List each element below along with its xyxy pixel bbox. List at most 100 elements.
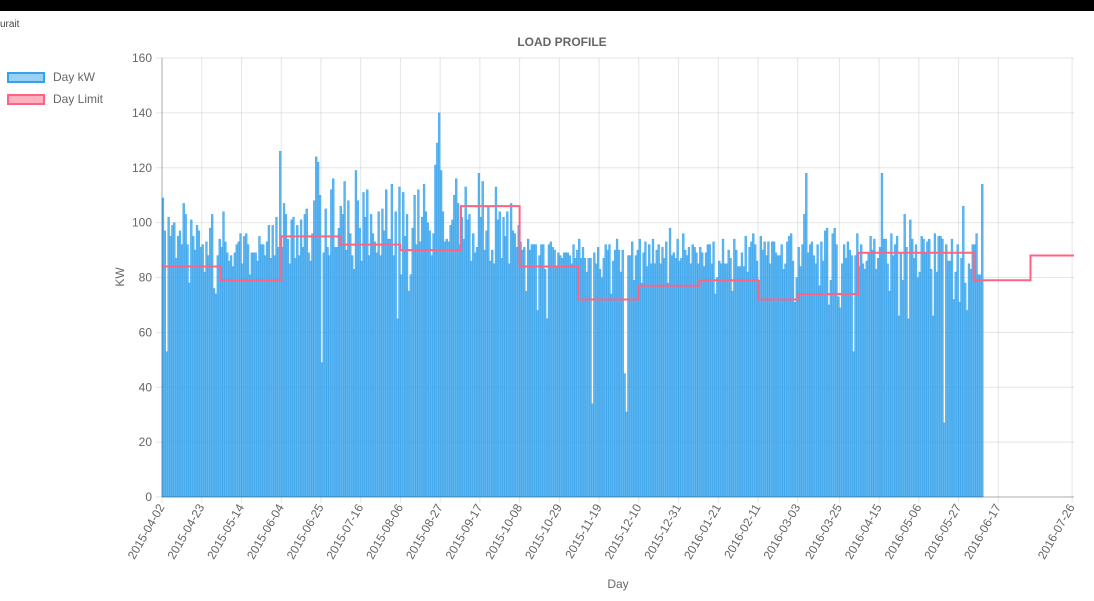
bar-day-kw (407, 291, 411, 498)
bar-day-kw (371, 233, 375, 498)
bar-day-kw (515, 247, 518, 498)
x-tick-label: 2015-12-31 (641, 501, 684, 561)
bar-day-kw (670, 255, 674, 498)
bar-day-kw (593, 252, 596, 498)
bar-day-kw (776, 255, 780, 498)
bar-day-kw (684, 249, 687, 498)
bar-day-kw (967, 263, 971, 498)
bar-day-kw (583, 258, 587, 498)
bar-day-kw (651, 238, 655, 498)
bar-day-kw (979, 274, 982, 498)
bar-day-kw (279, 151, 282, 498)
bar-day-kw (494, 186, 498, 498)
bar-day-kw (682, 233, 685, 498)
bar-day-kw (810, 241, 814, 498)
bar-day-kw (721, 238, 725, 498)
bar-day-kw (260, 244, 263, 498)
x-tick-label: 2016-02-11 (721, 501, 764, 561)
bar-day-kw (568, 255, 571, 498)
bar-day-kw (718, 260, 721, 498)
bar-day-kw (561, 258, 564, 498)
bar-day-kw (246, 244, 250, 498)
bar-day-kw (299, 219, 303, 498)
bar-day-kw (772, 241, 776, 498)
x-tick-label: 2016-03-03 (761, 501, 804, 561)
bar-day-kw (665, 241, 668, 498)
bar-day-kw (947, 260, 950, 498)
bar-day-kw (642, 252, 645, 498)
bar-day-kw (644, 241, 647, 498)
bar-day-kw (719, 263, 723, 498)
x-tick-label: 2016-05-27 (921, 501, 964, 561)
bar-day-kw (935, 271, 938, 498)
bar-day-kw (441, 211, 445, 498)
bar-day-kw (608, 244, 611, 498)
bar-day-kw (706, 244, 710, 498)
bar-day-kw (969, 269, 973, 498)
bar-day-kw (519, 241, 522, 498)
bar-day-kw (472, 233, 475, 498)
legend-item-day-kw[interactable]: Day kW (7, 66, 103, 88)
bar-day-kw (377, 211, 380, 498)
bar-day-kw (591, 403, 594, 498)
bar-day-kw (532, 244, 535, 498)
bar-day-kw (509, 203, 513, 498)
bar-day-kw (727, 249, 730, 498)
bar-day-kw (296, 225, 299, 498)
bar-day-kw (803, 214, 806, 498)
bar-day-kw (858, 266, 861, 498)
bar-day-kw (740, 252, 744, 498)
x-tick-label: 2016-06-17 (961, 501, 1004, 561)
bar-day-kw (818, 285, 821, 498)
bar-day-kw (544, 269, 547, 498)
bar-day-kw (559, 255, 562, 498)
x-tick-label: 2016-01-21 (681, 501, 724, 561)
bar-day-kw (907, 318, 910, 498)
bar-day-kw (430, 255, 433, 498)
bar-day-kw (316, 162, 320, 498)
bar-day-kw (950, 238, 954, 498)
bar-day-kw (180, 244, 184, 498)
x-tick-label: 2016-05-06 (882, 501, 925, 561)
bar-day-kw (542, 244, 545, 498)
bar-day-kw (697, 263, 700, 498)
bar-day-kw (489, 260, 492, 498)
bar-day-kw (417, 189, 420, 498)
bar-day-kw (895, 236, 899, 498)
bar-day-kw (943, 422, 946, 498)
bar-day-kw (564, 252, 568, 498)
bar-day-kw (451, 219, 454, 498)
bar-day-kw (916, 277, 920, 498)
bar-day-kw (167, 216, 170, 498)
bar-day-kw (778, 255, 781, 498)
bar-day-kw (226, 252, 229, 498)
bar-day-kw (585, 271, 588, 498)
bar-day-kw (373, 241, 377, 498)
bar-day-kw (210, 214, 214, 498)
bar-layer (161, 112, 984, 498)
bar-day-kw (426, 222, 429, 498)
top-bar (0, 0, 1094, 11)
bar-day-kw (525, 291, 528, 498)
bar-day-kw (443, 241, 447, 498)
bar-day-kw (538, 255, 541, 498)
bar-day-kw (825, 227, 829, 498)
bar-day-kw (313, 200, 316, 498)
bar-day-kw (911, 238, 914, 498)
bar-day-kw (848, 249, 851, 498)
bar-day-kw (666, 282, 670, 498)
bar-day-kw (436, 142, 439, 498)
x-tick-label: 2015-09-17 (443, 501, 486, 561)
bar-day-kw (504, 236, 507, 498)
y-tick-label: 60 (139, 325, 153, 339)
bar-day-kw (464, 186, 467, 498)
legend-item-day-limit[interactable]: Day Limit (7, 88, 103, 110)
bar-day-kw (714, 293, 717, 498)
bar-day-kw (680, 258, 683, 498)
bar-day-kw (926, 241, 929, 498)
bar-day-kw (842, 244, 846, 498)
bar-day-kw (744, 236, 747, 498)
bar-day-kw (207, 255, 210, 498)
bar-day-kw (491, 249, 494, 498)
bar-day-kw (901, 280, 904, 498)
